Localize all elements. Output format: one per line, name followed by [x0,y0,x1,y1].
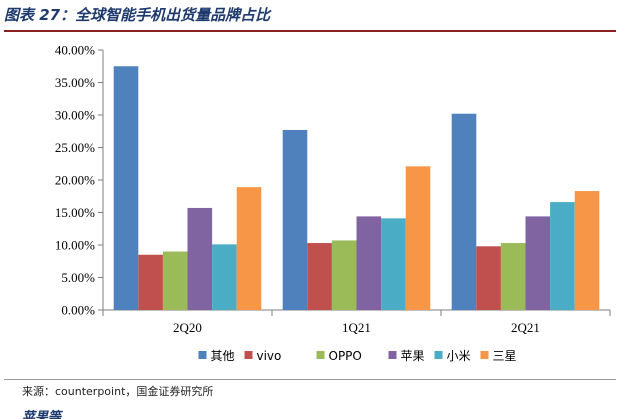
bar [212,244,237,310]
y-tick-label: 0.00% [61,303,95,318]
y-tick-label: 15.00% [55,205,95,220]
figure-title: 图表 27：全球智能手机出货量品牌占比 [4,6,271,24]
bar [187,207,213,310]
bar [331,240,357,310]
y-tick-label: 20.00% [55,173,95,188]
legend-label: OPPO [329,349,362,363]
next-paragraph-cutoff: 苹果等 [22,409,612,419]
y-tick-label: 40.00% [55,43,95,58]
x-axis: 2Q20 1Q21 2Q21 [102,309,611,335]
bar [356,216,382,310]
legend-label: 三星 [493,349,517,363]
legend-swatch [244,351,253,359]
legend-swatch [198,351,207,359]
legend-label: vivo [257,349,282,363]
bars-group [113,66,600,310]
bar [405,166,431,310]
bar [113,66,139,310]
legend-label: 苹果 [401,349,425,363]
legend-label: 其他 [211,349,235,363]
y-tick-label: 30.00% [55,108,95,123]
legend-swatch [316,351,325,359]
title-divider [4,30,616,32]
bar [500,243,526,310]
bar [162,251,188,310]
y-tick-label: 25.00% [55,140,95,155]
y-tick-label: 5.00% [61,270,95,285]
x-tick-label: 2Q21 [511,320,540,335]
y-axis: 0.00% 5.00% 10.00% 15.00% 20.00% 25.00% 30.00%… [55,43,104,318]
bar [138,254,163,310]
bar [381,218,406,310]
bar-chart: 0.00% 5.00% 10.00% 15.00% 20.00% 25.00% 30.00%… [55,43,611,363]
bar [282,129,308,310]
legend-swatch [480,351,489,359]
bar [525,216,551,310]
bar [307,243,332,310]
legend-swatch [388,351,397,359]
y-tick-label: 10.00% [55,238,95,253]
source-note: 来源：counterpoint，国金证券研究所 [22,385,214,398]
x-tick-label: 2Q20 [173,320,202,335]
bar [451,113,477,310]
legend-swatch [434,351,443,359]
bar [574,191,600,310]
legend: 其他 vivo OPPO 苹果 小米 三星 [198,349,517,363]
x-tick-label: 1Q21 [342,320,371,335]
bar [550,202,575,310]
bar [236,187,262,310]
y-tick-label: 35.00% [55,75,95,90]
next-paragraph-text: 苹果等 [22,410,62,419]
bar [476,246,501,310]
source-divider [4,379,616,380]
legend-label: 小米 [447,349,471,363]
